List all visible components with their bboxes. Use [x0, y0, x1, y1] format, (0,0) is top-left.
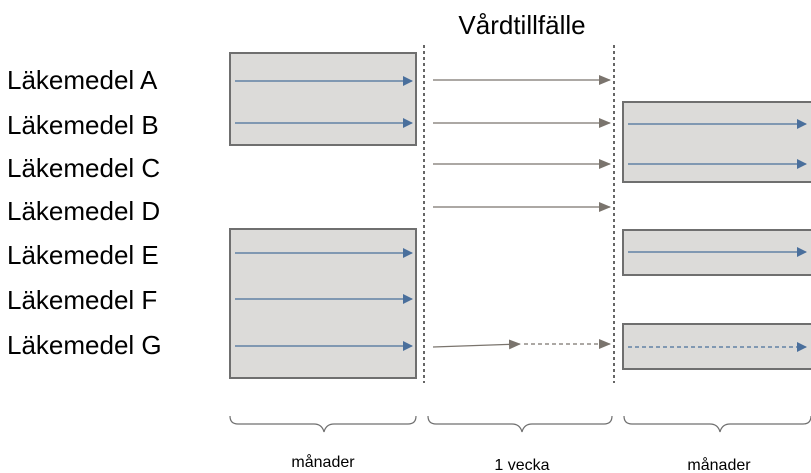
period-label-during: 1 vecka	[494, 457, 549, 473]
diagram-title: Vårdtillfälle	[458, 10, 585, 40]
before-box-ab	[229, 52, 417, 146]
drug-label-f: Läkemedel F	[7, 285, 157, 315]
period-braces	[229, 415, 811, 433]
before-period	[229, 52, 417, 379]
drug-label-c: Läkemedel C	[7, 153, 160, 183]
during-arrow-g-solid	[432, 339, 521, 350]
drug-label-a: Läkemedel A	[7, 65, 158, 95]
brace-before	[229, 415, 417, 433]
before-box-efg	[229, 228, 417, 379]
drug-label-d: Läkemedel D	[7, 196, 160, 226]
period-label-before: månader	[291, 453, 355, 471]
drug-label-b: Läkemedel B	[7, 110, 159, 140]
brace-after	[623, 415, 811, 433]
drug-label-e: Läkemedel E	[7, 240, 159, 270]
after-period	[622, 101, 811, 370]
drug-label-g: Läkemedel G	[7, 330, 162, 360]
after-box-bc	[622, 101, 811, 183]
period-label-after: månader	[687, 456, 751, 473]
drug-labels: Läkemedel A Läkemedel B Läkemedel C Läke…	[7, 65, 162, 360]
during-period	[432, 75, 611, 350]
brace-during	[427, 415, 613, 433]
after-box-g	[622, 323, 811, 370]
